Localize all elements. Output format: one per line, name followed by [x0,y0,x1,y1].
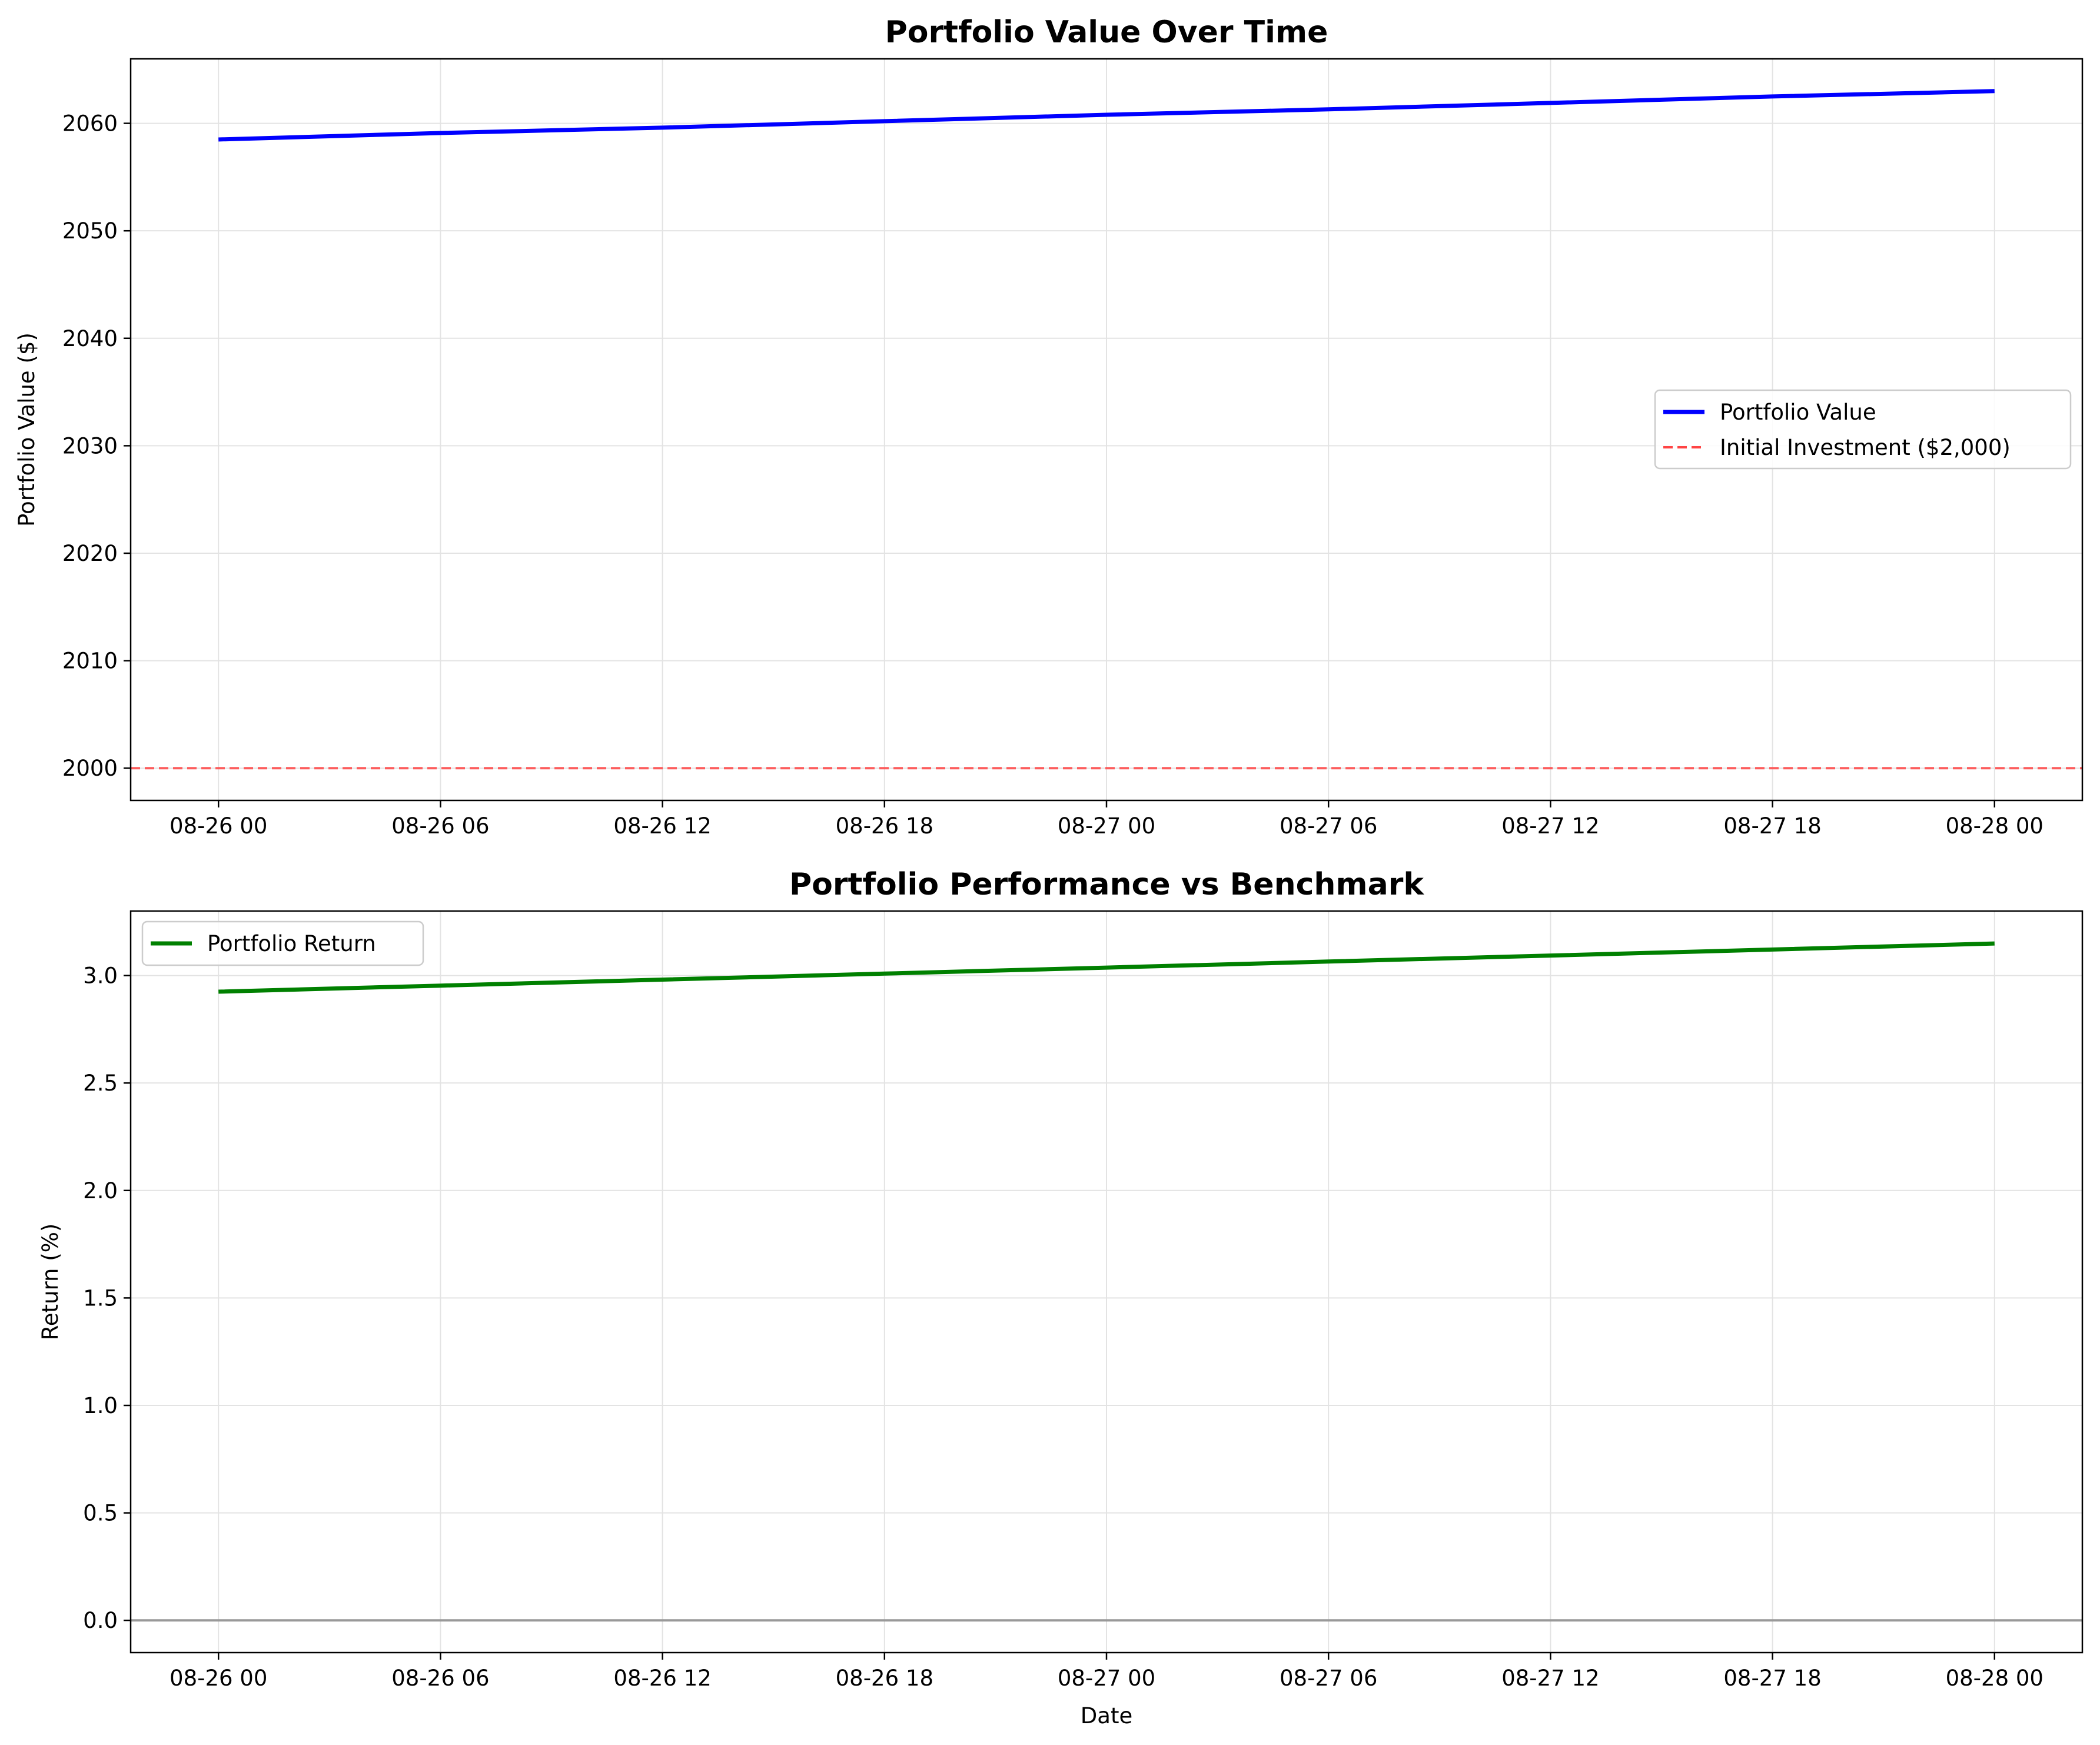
x-axis-label: Date [1081,1703,1132,1729]
y-tick-label: 2.0 [83,1178,118,1204]
x-tick-label: 08-28 00 [1946,813,2043,839]
chart-title: Portfolio Value Over Time [885,15,1328,50]
legend-label: Portfolio Value [1720,400,1876,425]
data-point [1994,943,1995,944]
y-tick-label: 2.5 [83,1071,118,1096]
x-tick-label: 08-26 06 [391,1666,489,1691]
x-tick-label: 08-26 12 [613,1666,711,1691]
y-tick-label: 3.0 [83,963,118,989]
data-point [1772,949,1773,950]
y-tick-label: 2010 [62,649,118,674]
x-tick-label: 08-27 06 [1280,1666,1377,1691]
chart-panel-1: 08-26 00 08-26 06 08-26 12 08-26 18 08-27 00… [14,15,2084,839]
y-tick-label: 2060 [62,111,118,137]
x-tick-label: 08-26 18 [836,1666,933,1691]
series-line [218,941,1995,994]
series-line [218,89,1995,142]
x-tick-label: 08-28 00 [1946,1666,2043,1691]
data-point [1550,102,1551,103]
data-point [218,991,219,992]
y-tick-label: 0.5 [83,1501,118,1526]
x-tick-label: 08-26 12 [613,813,711,839]
data-point [1328,961,1329,962]
data-point [1550,955,1551,956]
x-tick-label: 08-27 00 [1058,813,1155,839]
x-tick-label: 08-27 12 [1501,813,1599,839]
y-tick-label: 2000 [62,756,118,781]
x-tick-label: 08-27 18 [1723,813,1821,839]
y-axis-label: Portfolio Value ($) [14,333,39,527]
legend: Portfolio Value Initial Investment ($2,00… [1654,389,2072,470]
y-tick-label: 2020 [62,541,118,566]
x-tick-label: 08-26 06 [391,813,489,839]
legend: Portfolio Return [141,920,424,966]
data-point [1772,96,1773,97]
x-tick-label: 08-27 18 [1723,1666,1821,1691]
data-point [662,979,663,980]
x-tick-label: 08-26 00 [170,1666,267,1691]
x-tick-label: 08-27 12 [1501,1666,1599,1691]
legend-label: Portfolio Return [207,931,376,956]
data-point [884,973,885,974]
data-point [440,985,441,986]
x-tick-label: 08-26 18 [836,813,933,839]
x-tick-label: 08-27 06 [1280,813,1377,839]
legend-label: Initial Investment ($2,000) [1720,435,2011,460]
chart-title: Portfolio Performance vs Benchmark [789,867,1424,902]
data-point [662,127,663,128]
y-tick-label: 2040 [62,326,118,351]
data-point [440,133,441,134]
y-tick-label: 2050 [62,218,118,244]
x-tick-label: 08-27 00 [1058,1666,1155,1691]
y-tick-label: 1.0 [83,1393,118,1418]
chart-panel-2: 08-26 00 08-26 06 08-26 12 08-26 18 08-27 00… [38,867,2084,1729]
legend-box [141,920,424,966]
y-axis-label: Return (%) [38,1224,63,1341]
y-tick-label: 0.0 [83,1608,118,1633]
y-tick-label: 2030 [62,433,118,458]
y-tick-label: 1.5 [83,1285,118,1311]
x-tick-label: 08-26 00 [170,813,267,839]
legend-box [1654,389,2072,470]
